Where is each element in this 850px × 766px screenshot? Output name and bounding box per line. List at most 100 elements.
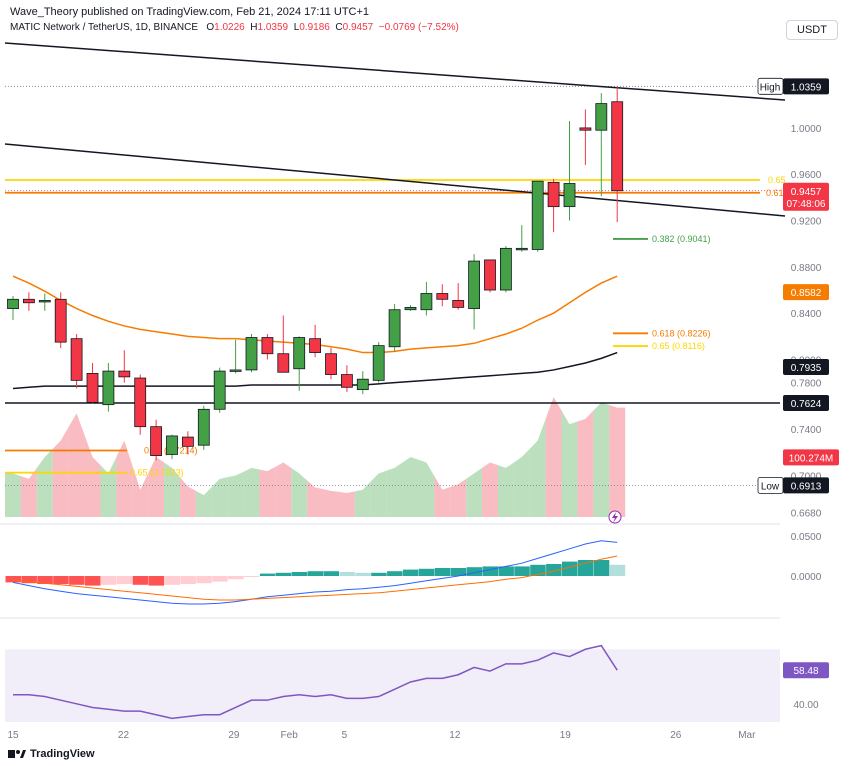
rsi-band [5,649,780,722]
candle-body [7,298,19,309]
macd-axis-tick: 0.0500 [791,532,822,543]
open-value: 1.0226 [214,22,245,33]
fib-0618-label: 0.618 [766,188,789,198]
candle-body [293,337,306,370]
candle-body [245,337,258,371]
ohlc-legend: MATIC Network / TetherUS, 1D, BINANCE O1… [10,22,459,33]
macd-histogram-bar [116,576,133,584]
lightning-icon-glyph [612,512,618,523]
candle-body [420,293,433,311]
macd-histogram-bar [85,576,101,586]
candle-body [611,101,624,192]
countdown-timer: 07:48:06 [787,199,826,210]
volume-area [450,478,467,517]
macd-histogram-bar [482,566,498,576]
macd-histogram-bar [53,576,69,584]
candle-body [309,338,322,353]
low-price-tag-tag-bg [757,476,784,494]
macd-histogram-bar [450,568,467,576]
macd-histogram-bar [403,569,419,576]
candle-body [150,426,163,457]
macd-histogram-bar [228,576,244,580]
macd-histogram-bar [37,576,53,584]
macd-histogram-bar [577,560,594,576]
high-price-tag-tag-bg [757,77,784,95]
macd-signal-line [12,555,618,601]
close-label: C [335,22,343,33]
candle-body [22,298,35,304]
rsi-axis-tick: 40.00 [793,700,818,711]
macd-axis-tick: 0.0000 [791,572,822,583]
time-axis-tick: Mar [738,730,756,741]
candle-body [404,306,417,311]
candle-body [118,370,131,378]
candle-body [134,377,147,428]
price-axis-tick: 0.8800 [791,263,822,274]
candle-body [372,345,385,381]
fib-065-lower-label: 0.65 (0.8116) [652,341,705,351]
price-axis-tick: 0.9600 [791,170,822,181]
low-value: 0.9186 [299,22,330,33]
price-axis-tick: 0.7000 [791,471,822,482]
volume-area [275,462,292,517]
volume-tag-bg [783,449,839,466]
volume-area [497,462,514,517]
currency-button[interactable]: USDT [786,20,838,40]
high-label: H [250,22,258,33]
price-axis-tick: 0.7400 [791,425,822,436]
volume-area [211,477,228,517]
volume-area [84,435,101,517]
volume-area [466,467,483,517]
ema200-price-tag-bg [783,359,829,376]
macd-histogram-bar [291,572,308,576]
candle-body [340,374,353,388]
time-axis-tick: 29 [228,730,240,741]
time-axis-tick: 15 [7,730,19,741]
volume-area [36,448,53,517]
last-price-tag-bg [783,182,829,211]
volume-area [513,448,530,517]
candle-body [102,370,115,406]
volume-area [529,418,546,517]
macd-histogram-bar [609,564,626,576]
volume-area [434,476,451,517]
ema50-price-tag: 0.8582 [791,288,822,299]
volume-area [370,470,387,517]
time-axis-tick: 26 [670,730,682,741]
candle-body [261,337,274,355]
volume-tag: 100.274M [789,453,833,464]
volume-area [164,462,180,517]
fib-07023-label: 0.65 (0.7023) [130,468,184,478]
volume-area [132,465,149,517]
last-price-tag: 0.9457 [791,187,822,198]
candle-body [38,300,51,303]
macd-histogram-bar [466,567,483,576]
volume-area [116,440,133,517]
tradingview-footer[interactable]: TradingView [8,748,95,760]
price-axis-tick: 0.6680 [791,508,822,519]
time-axis-tick: 5 [342,730,348,741]
low-price-tag-bg [783,477,829,494]
time-axis-tick: 12 [449,730,461,741]
price-axis-tick: 0.8400 [791,309,822,320]
time-axis-tick: Feb [281,730,299,741]
upper-trendline [4,42,786,101]
macd-histogram-bar [244,576,260,577]
candle-body [388,309,401,348]
price-axis-tick: 1.0000 [791,124,822,135]
symbol-name[interactable]: MATIC Network / TetherUS, 1D, BINANCE [10,22,199,33]
candle-body [181,436,194,447]
open-label: O [206,22,215,33]
macd-histogram-bar [434,568,451,576]
candle-body [499,247,512,291]
volume-area [291,467,308,517]
high-value: 1.0359 [257,22,289,33]
fib-065-label: 0.65 [768,175,786,185]
volume-area [418,459,435,517]
volume-area [259,466,276,517]
macd-histogram-bar [307,571,324,576]
volume-area [195,487,212,517]
lower-trendline [4,143,786,217]
